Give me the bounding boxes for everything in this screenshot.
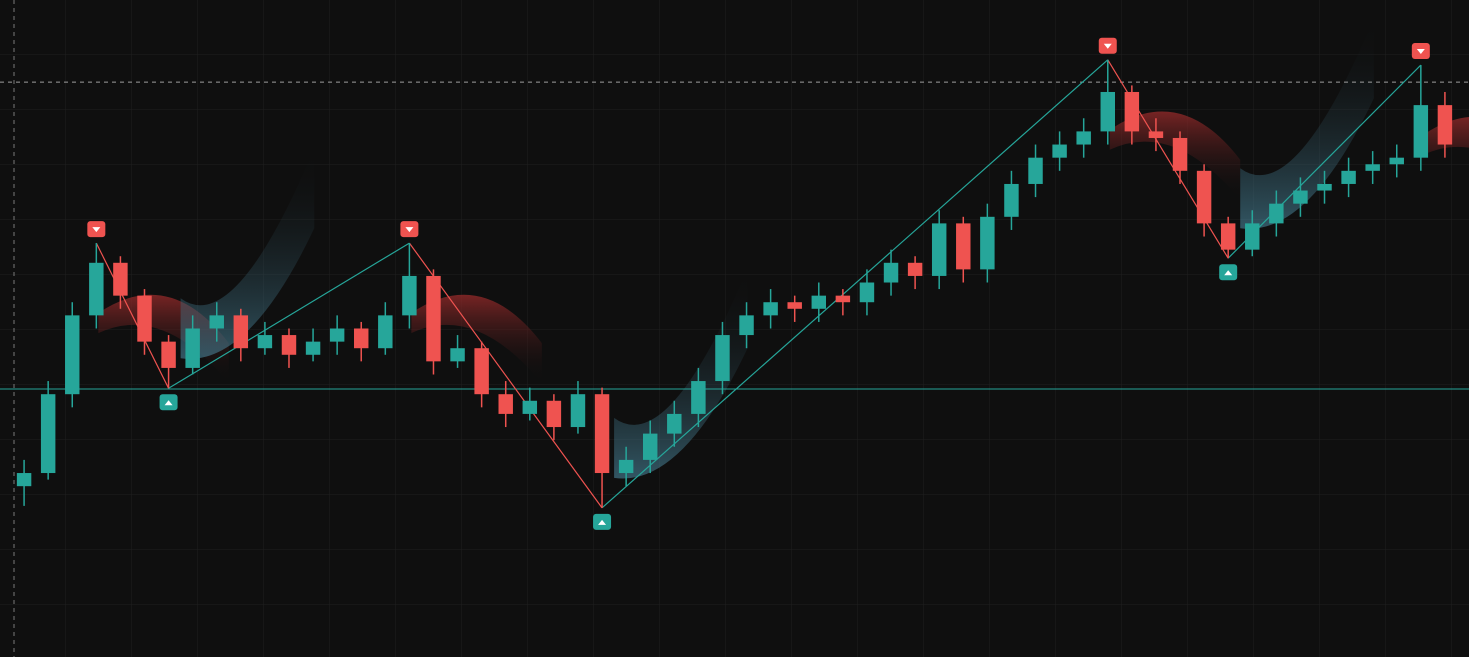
candle-body: [1148, 131, 1164, 138]
candle-body: [1196, 170, 1212, 224]
candle-body: [113, 262, 128, 296]
fans: [98, 18, 1469, 479]
candle-body: [40, 394, 56, 474]
pivot-arrow: [1416, 49, 1425, 55]
fan: [1240, 18, 1374, 229]
pivot-arrow: [92, 227, 101, 233]
candle-body: [474, 348, 489, 395]
candle-body: [1076, 131, 1091, 145]
candle-body: [546, 400, 562, 428]
fan: [1109, 111, 1241, 200]
levels: [0, 81, 1469, 390]
candle-body: [65, 315, 80, 395]
candle-body: [787, 302, 802, 309]
fan: [411, 294, 542, 384]
candle-body: [715, 335, 730, 382]
candle-body: [281, 335, 297, 355]
pivot-marker: [400, 221, 419, 238]
candle-body: [209, 315, 224, 329]
candle-body: [1004, 183, 1019, 217]
candle-body: [402, 275, 417, 316]
pivot-arrow: [598, 519, 607, 525]
candle-body: [426, 275, 441, 362]
candle-body: [1293, 190, 1308, 204]
zigzag-segment: [95, 242, 170, 389]
pivot-marker: [593, 513, 612, 530]
candle-body: [1124, 91, 1140, 132]
candle-body: [931, 223, 947, 276]
zigzag-segment: [408, 242, 603, 509]
candle-body: [16, 473, 32, 487]
pivot-marker: [1411, 43, 1430, 60]
candle-body: [642, 433, 658, 460]
pivot-markers: [87, 37, 1430, 530]
candle-body: [667, 413, 682, 434]
candle-body: [980, 216, 995, 270]
candle-body: [257, 335, 273, 349]
candle-body: [1389, 157, 1404, 165]
candle-body: [1269, 203, 1284, 224]
fan: [614, 267, 748, 479]
candle-body: [1028, 157, 1043, 184]
pivot-marker: [159, 394, 178, 411]
candle-body: [739, 315, 754, 336]
candle-body: [811, 295, 827, 309]
candle-body: [354, 328, 369, 349]
candle-body: [835, 295, 851, 303]
candle-body: [137, 295, 152, 342]
pivot-marker: [1098, 37, 1117, 54]
candle-body: [378, 315, 393, 349]
candle-body: [594, 394, 610, 474]
fan: [180, 148, 315, 359]
candle-body: [1365, 164, 1380, 171]
candle-body: [185, 328, 200, 368]
candle-body: [1437, 105, 1453, 145]
candle-body: [691, 381, 706, 414]
candle-body: [233, 315, 249, 349]
candle-body: [883, 262, 899, 283]
candle-body: [305, 341, 321, 355]
candle-body: [618, 459, 634, 474]
candles: [16, 59, 1453, 508]
candle-body: [1220, 223, 1236, 250]
candle-body: [450, 348, 465, 362]
candle-body: [1245, 223, 1260, 250]
candle-body: [570, 394, 586, 428]
pivot-arrow: [405, 227, 414, 233]
candle-body: [956, 223, 971, 270]
candle-body: [907, 262, 923, 276]
pivot-marker: [87, 221, 106, 238]
pivot-arrow: [1103, 43, 1112, 49]
zigzag-segment: [601, 59, 1109, 509]
candle-body: [329, 328, 345, 342]
candle-body: [89, 262, 104, 316]
candle-body: [859, 282, 875, 303]
candle-body: [1100, 91, 1115, 132]
candle-body: [1052, 144, 1067, 158]
candle-body: [522, 400, 538, 414]
candle-body: [1172, 137, 1188, 171]
zigzag-segment: [168, 242, 410, 389]
candle-body: [763, 302, 778, 316]
zigzag-segment: [1227, 64, 1422, 259]
candle-body: [1341, 170, 1356, 184]
candle-body: [161, 341, 176, 368]
candle-body: [498, 394, 513, 414]
candle-body: [1413, 105, 1429, 158]
pivot-arrow: [1224, 270, 1233, 276]
pivot-arrow: [164, 400, 173, 406]
candle-body: [1317, 183, 1332, 191]
pivot-marker: [1219, 264, 1238, 281]
